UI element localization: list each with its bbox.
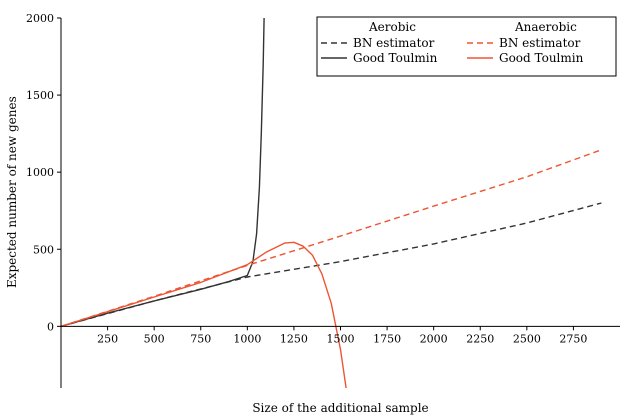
x-tick-label: 1750: [373, 332, 401, 345]
x-tick-label: 1500: [327, 332, 355, 345]
legend-group-header: Aerobic: [368, 20, 416, 34]
series-group: [61, 18, 602, 388]
x-tick-label: 1000: [233, 332, 261, 345]
y-axis-title: Expected number of new genes: [5, 96, 19, 288]
x-axis-title: Size of the additional sample: [252, 401, 428, 415]
series-line-4: [61, 241, 347, 388]
x-tick-label: 1250: [280, 332, 308, 345]
legend-group-header: Anaerobic: [514, 20, 577, 34]
legend-entry-label: BN estimator: [353, 36, 435, 50]
plot-area: [61, 18, 602, 388]
series-line-2: [61, 18, 265, 327]
y-tick-label: 500: [33, 243, 54, 256]
legend-entry-label: Good Toulmin: [353, 51, 438, 65]
y-tick-label: 1500: [26, 89, 54, 102]
x-tick-label: 500: [144, 332, 165, 345]
y-tick-label: 2000: [26, 12, 54, 25]
series-line-1: [61, 202, 602, 327]
axis-ticks: 250 500 750 1000 1250 1500 1750 2000 2250 2500 275…: [26, 12, 587, 345]
x-tick-label: 2500: [513, 332, 541, 345]
y-tick-label: 1000: [26, 166, 54, 179]
x-tick-label: 2250: [466, 332, 494, 345]
y-tick-label: 0: [47, 320, 54, 333]
x-tick-label: 750: [190, 332, 211, 345]
legend-entry-label: BN estimator: [499, 36, 581, 50]
series-line-3: [61, 149, 602, 327]
legend-box: [316, 16, 617, 77]
x-tick-label: 2750: [559, 332, 587, 345]
x-tick-label: 2000: [420, 332, 448, 345]
x-tick-label: 250: [97, 332, 118, 345]
legend-entry-label: Good Toulmin: [499, 51, 584, 65]
